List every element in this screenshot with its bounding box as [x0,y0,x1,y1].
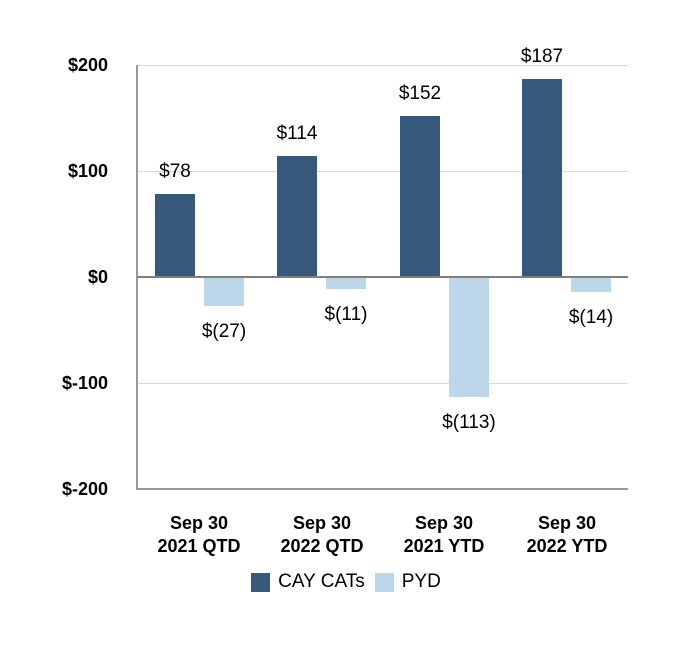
y-tick-label: $-200 [61,479,108,499]
x-category-label-line: 2022 QTD [280,536,364,556]
legend-item-cay-cats: CAY CATs [251,571,365,593]
pyd-bar [326,277,366,289]
x-category-label-line: Sep 30 [292,513,352,533]
legend-swatch-cay-cats [251,572,271,592]
cay-cats-bar [277,156,317,277]
x-category-label-line: Sep 30 [169,513,229,533]
cay-cats-bar [400,116,440,277]
pyd-bar [449,277,489,397]
gridline [138,171,628,172]
data-label: $78 [159,161,191,182]
legend-item-pyd: PYD [374,571,441,593]
x-category-label-line: 2021 YTD [403,536,485,556]
data-label: $(113) [442,412,496,433]
pyd-bar [571,277,611,292]
y-tick-label: $100 [67,161,108,181]
y-axis-line [136,65,138,490]
data-label: $152 [398,83,442,104]
legend-label-cay-cats: CAY CATs [278,571,365,592]
legend: CAY CATs PYD [0,571,692,593]
gridline [138,65,628,66]
x-category-label: Sep 30 2021 QTD [129,512,269,558]
x-category-label: Sep 30 2022 QTD [252,512,392,558]
data-label: $(11) [324,304,368,325]
y-tick-label: $-100 [61,373,108,393]
cay-cats-bar [522,79,562,277]
data-label: $114 [276,123,318,144]
cay-cats-bar [155,194,195,277]
x-category-label: Sep 30 2022 YTD [497,512,637,558]
data-label: $(27) [201,321,247,342]
gridline [138,383,628,384]
x-category-label: Sep 30 2021 YTD [374,512,514,558]
x-category-label-line: Sep 30 [537,513,597,533]
pyd-bar [204,277,244,306]
x-category-label-line: Sep 30 [414,513,474,533]
data-label: $(14) [568,307,614,328]
legend-swatch-pyd [374,572,394,592]
y-tick-label: $0 [87,267,108,287]
x-category-label-line: 2022 YTD [526,536,608,556]
zero-gridline [138,276,628,278]
data-label: $187 [520,46,564,67]
y-tick-label: $200 [67,55,108,75]
legend-label-pyd: PYD [401,571,441,592]
x-axis-line [138,488,628,490]
x-category-label-line: 2021 QTD [157,536,241,556]
